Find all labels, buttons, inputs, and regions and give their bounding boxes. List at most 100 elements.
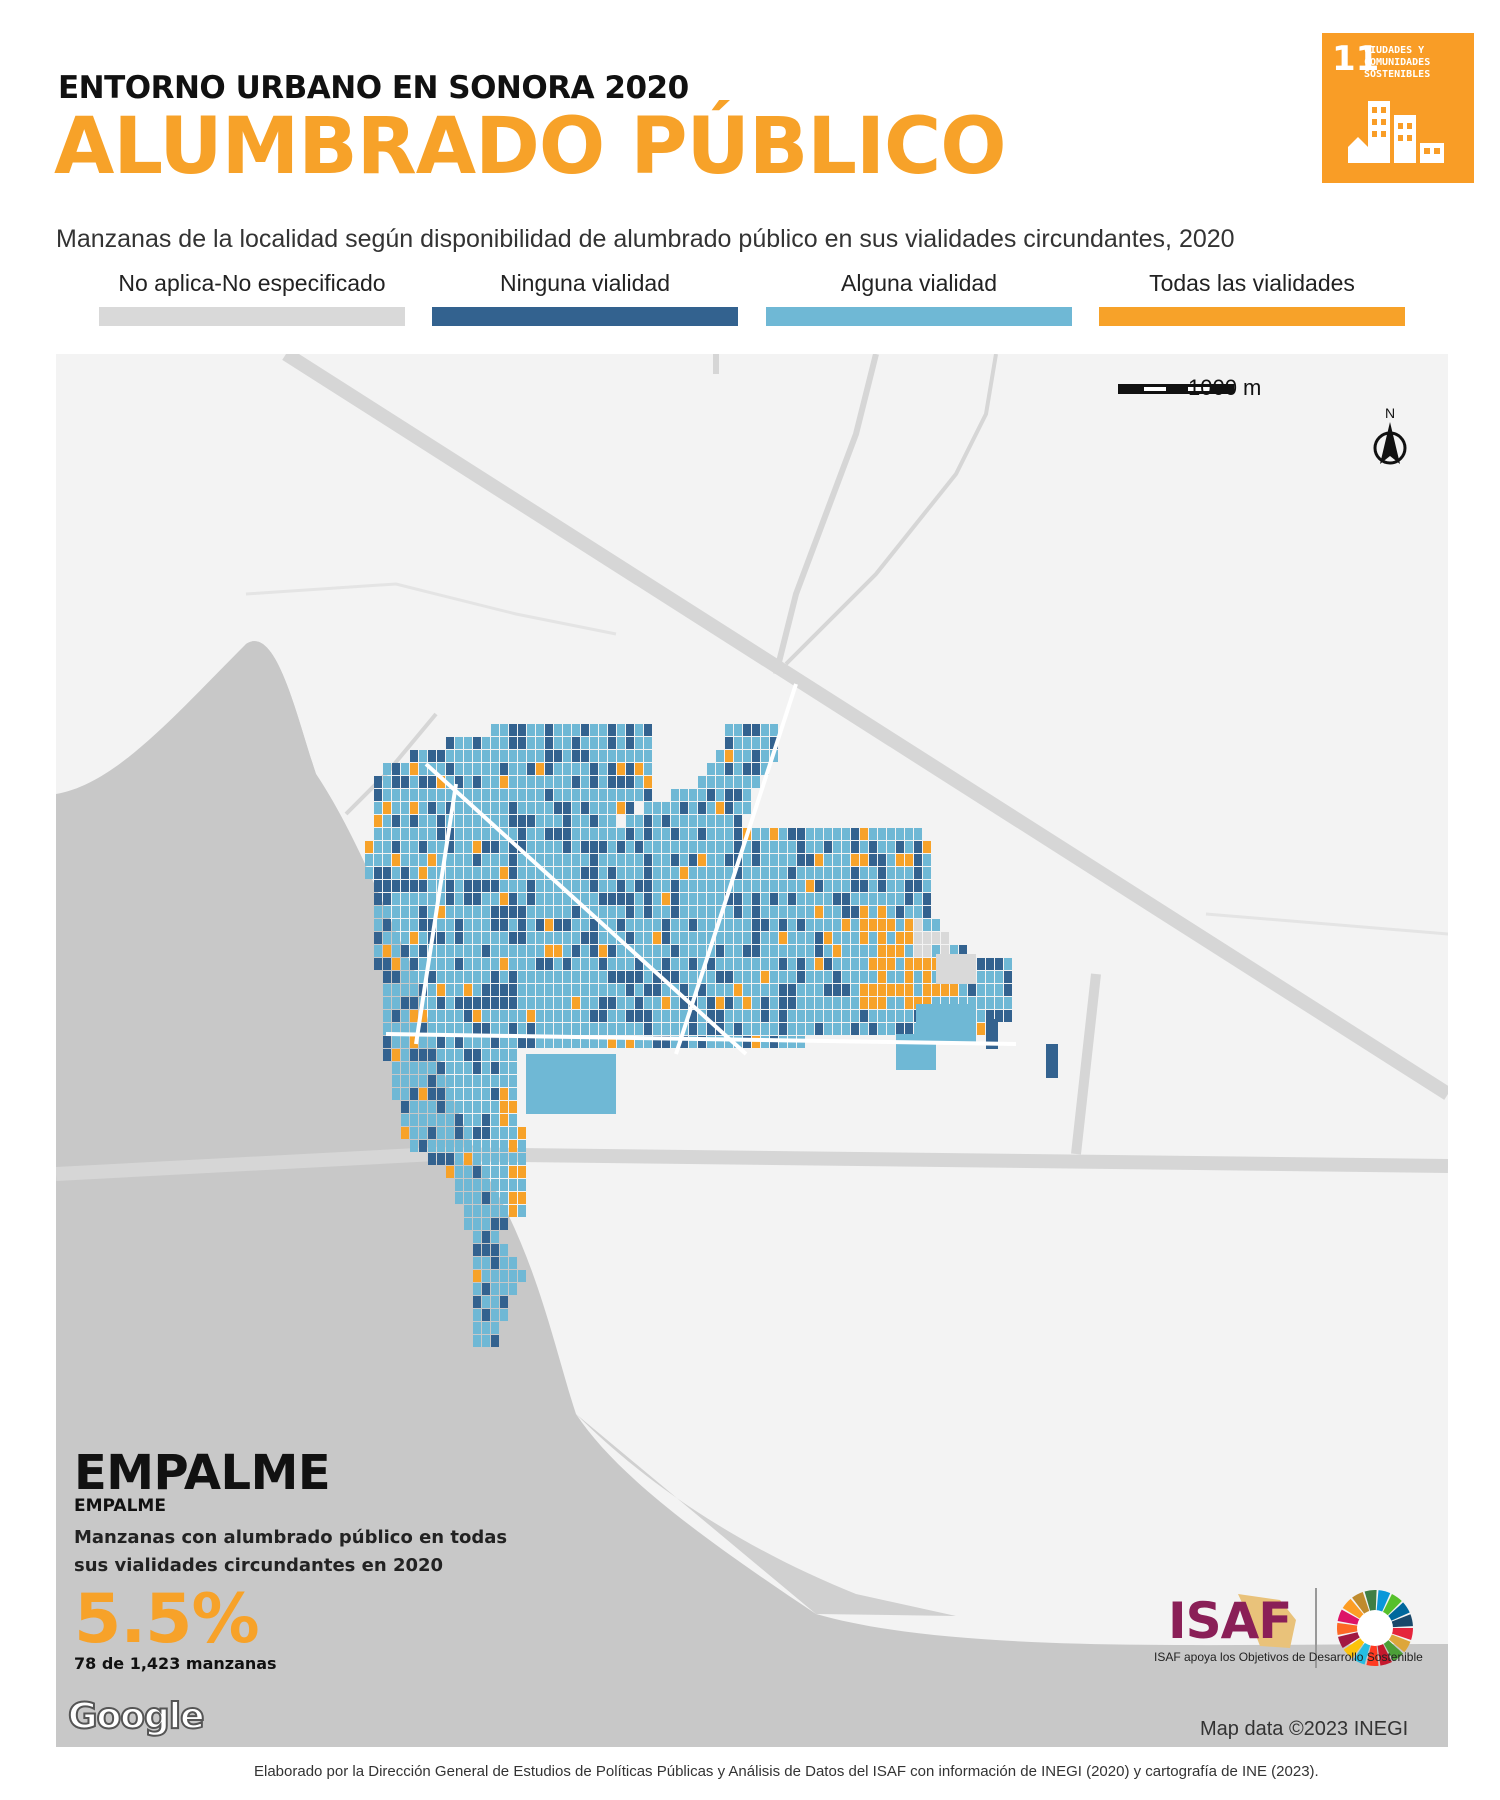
- city-block: [581, 867, 589, 879]
- city-block: [896, 1034, 936, 1070]
- city-block: [437, 763, 445, 775]
- city-block: [887, 971, 895, 983]
- city-block: [374, 854, 382, 866]
- city-block: [752, 828, 760, 840]
- city-block: [491, 1218, 499, 1230]
- city-block: [986, 1010, 994, 1022]
- city-block: [410, 997, 418, 1009]
- city-block: [419, 1075, 427, 1087]
- city-block: [914, 880, 922, 892]
- city-block: [464, 776, 472, 788]
- city-block: [725, 724, 733, 736]
- city-block: [383, 984, 391, 996]
- city-block: [662, 867, 670, 879]
- city-block: [383, 867, 391, 879]
- city-block: [752, 841, 760, 853]
- city-block: [743, 724, 751, 736]
- city-block: [518, 763, 526, 775]
- city-block: [878, 958, 886, 970]
- city-block: [563, 854, 571, 866]
- city-block: [689, 984, 697, 996]
- city-block: [644, 1010, 652, 1022]
- city-block: [635, 789, 643, 801]
- city-block: [680, 893, 688, 905]
- city-block: [482, 971, 490, 983]
- city-block: [608, 750, 616, 762]
- city-block: [599, 958, 607, 970]
- city-block: [887, 958, 895, 970]
- city-block: [797, 893, 805, 905]
- city-block: [671, 971, 679, 983]
- city-block: [932, 919, 940, 931]
- city-block: [527, 750, 535, 762]
- city-block: [518, 815, 526, 827]
- city-block: [410, 854, 418, 866]
- city-block: [446, 1049, 454, 1061]
- city-block: [815, 932, 823, 944]
- city-block: [608, 906, 616, 918]
- city-block: [851, 880, 859, 892]
- city-block: [464, 828, 472, 840]
- city-block: [509, 789, 517, 801]
- city-block: [581, 932, 589, 944]
- city-block: [698, 893, 706, 905]
- city-block: [662, 815, 670, 827]
- indicator-percentage: 5.5%: [74, 1580, 260, 1659]
- city-block: [725, 867, 733, 879]
- city-block: [671, 893, 679, 905]
- city-block: [905, 906, 913, 918]
- city-block: [374, 867, 382, 879]
- city-block: [464, 802, 472, 814]
- city-block: [482, 1244, 490, 1256]
- city-block: [518, 867, 526, 879]
- city-block: [941, 945, 949, 957]
- city-block: [410, 971, 418, 983]
- city-block: [482, 1101, 490, 1113]
- city-block: [527, 958, 535, 970]
- city-block: [599, 841, 607, 853]
- city-block: [464, 1179, 472, 1191]
- city-block: [860, 932, 868, 944]
- city-block: [761, 945, 769, 957]
- city-block: [770, 1010, 778, 1022]
- city-block: [473, 828, 481, 840]
- city-block: [563, 867, 571, 879]
- city-block: [752, 854, 760, 866]
- city-block: [734, 893, 742, 905]
- city-block: [878, 893, 886, 905]
- city-block: [617, 802, 625, 814]
- city-block: [374, 841, 382, 853]
- city-block: [626, 815, 634, 827]
- city-block: [410, 841, 418, 853]
- city-block: [491, 945, 499, 957]
- city-block: [761, 854, 769, 866]
- city-block: [410, 1101, 418, 1113]
- city-block: [653, 945, 661, 957]
- city-block: [752, 880, 760, 892]
- city-block: [536, 724, 544, 736]
- city-block: [725, 828, 733, 840]
- city-block: [698, 828, 706, 840]
- city-block: [383, 893, 391, 905]
- city-block: [689, 867, 697, 879]
- city-block: [833, 880, 841, 892]
- map-canvas[interactable]: [56, 354, 1448, 1747]
- city-block: [608, 724, 616, 736]
- city-block: [410, 919, 418, 931]
- city-block: [401, 1062, 409, 1074]
- city-block: [959, 997, 967, 1009]
- city-block: [878, 841, 886, 853]
- google-logo: Google: [67, 1695, 206, 1738]
- city-block: [401, 867, 409, 879]
- city-block: [509, 971, 517, 983]
- city-block: [374, 958, 382, 970]
- city-block: [995, 984, 1003, 996]
- city-block: [464, 919, 472, 931]
- city-block: [635, 854, 643, 866]
- city-block: [869, 945, 877, 957]
- city-block: [473, 1335, 481, 1347]
- city-block: [581, 1023, 589, 1035]
- city-block: [419, 919, 427, 931]
- city-block: [608, 867, 616, 879]
- city-block: [815, 854, 823, 866]
